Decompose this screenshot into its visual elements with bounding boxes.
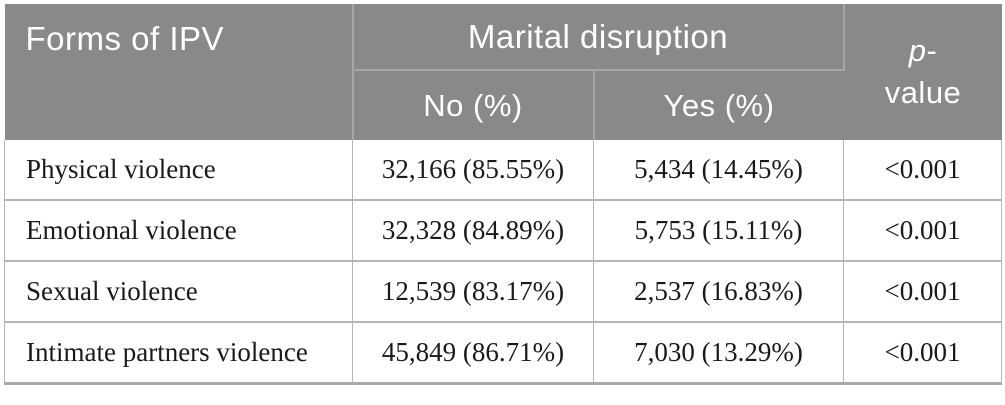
col-header-forms-of-ipv: Forms of IPV <box>4 4 354 140</box>
cell-p-value: <0.001 <box>843 321 1002 384</box>
col-header-p-value: p- value <box>843 4 1002 140</box>
table-body: Physical violence 32,166 (85.55%) 5,434 … <box>4 140 1002 384</box>
row-label: Sexual violence <box>4 260 353 323</box>
cell-yes: 5,434 (14.45%) <box>593 140 844 201</box>
subheader-yes-percent: Yes (%) <box>593 70 844 140</box>
header-row-2: No (%) Yes (%) <box>5 70 1002 140</box>
ipv-marital-disruption-table: Forms of IPV Marital disruption p-value … <box>4 4 1002 385</box>
cell-yes: 2,537 (16.83%) <box>593 260 844 323</box>
p-value-italic-p: p <box>908 33 927 69</box>
cell-yes: 5,753 (15.11%) <box>593 199 844 262</box>
cell-no: 32,328 (84.89%) <box>352 199 594 262</box>
table-row: Sexual violence 12,539 (83.17%) 2,537 (1… <box>4 260 1002 323</box>
row-label: Emotional violence <box>4 199 353 262</box>
table-row: Emotional violence 32,328 (84.89%) 5,753… <box>4 199 1002 262</box>
cell-no: 32,166 (85.55%) <box>352 140 594 201</box>
cell-no: 45,849 (86.71%) <box>352 321 594 384</box>
p-value-word: value <box>884 75 962 110</box>
row-label: Physical violence <box>4 140 353 201</box>
group-header-marital-disruption: Marital disruption <box>352 4 845 71</box>
table-header: Forms of IPV Marital disruption p-value … <box>4 4 1002 140</box>
p-value-dash: - <box>926 33 938 69</box>
row-label: Intimate partners violence <box>4 321 353 384</box>
cell-p-value: <0.001 <box>843 199 1002 262</box>
cell-p-value: <0.001 <box>843 140 1002 201</box>
cell-p-value: <0.001 <box>843 260 1002 323</box>
table-row: Physical violence 32,166 (85.55%) 5,434 … <box>4 140 1002 201</box>
page: Forms of IPV Marital disruption p-value … <box>4 4 1002 385</box>
header-row-1: Forms of IPV Marital disruption p- value <box>4 4 1002 140</box>
subheader-no-percent: No (%) <box>352 70 595 140</box>
table-row: Intimate partners violence 45,849 (86.71… <box>4 321 1002 384</box>
cell-yes: 7,030 (13.29%) <box>593 321 844 384</box>
cell-no: 12,539 (83.17%) <box>352 260 594 323</box>
